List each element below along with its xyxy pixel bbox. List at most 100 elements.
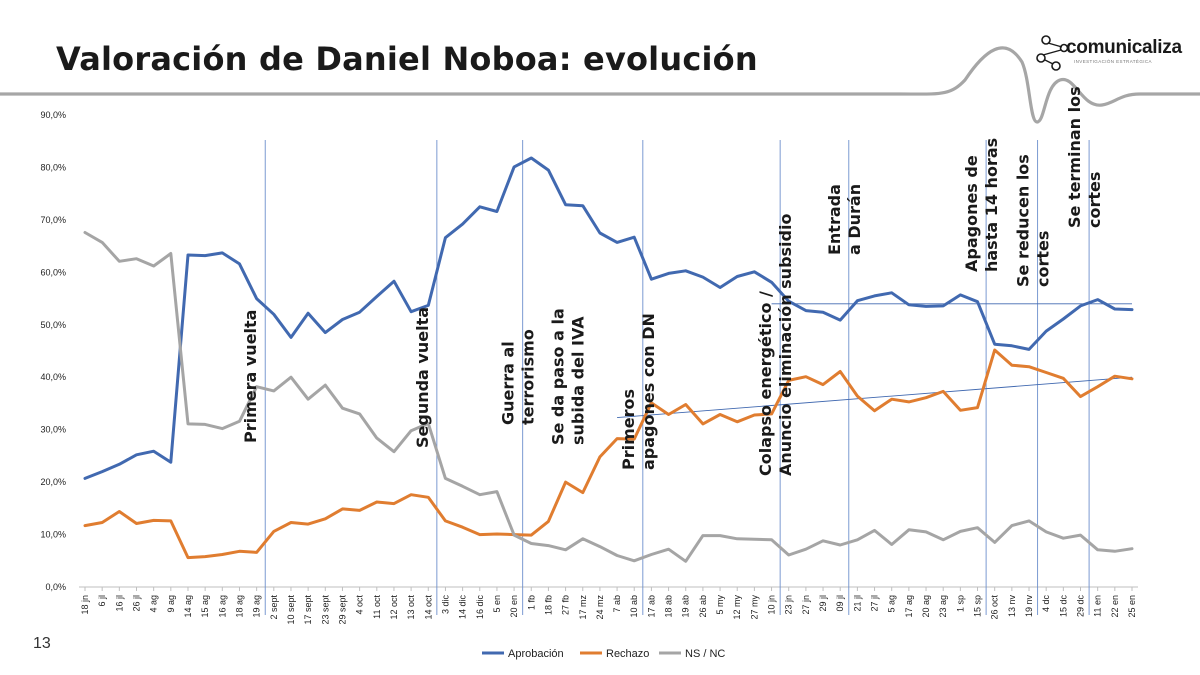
x-tick-label: 27 jn bbox=[801, 595, 811, 615]
x-tick-label: 18 fb bbox=[543, 595, 553, 615]
event-annotation-label: Entrada bbox=[825, 184, 844, 255]
x-tick-label: 21 jl bbox=[852, 595, 862, 612]
x-tick-label: 24 mz bbox=[595, 595, 605, 620]
x-tick-label: 14 ag bbox=[183, 595, 193, 618]
x-tick-label: 29 jl bbox=[818, 595, 828, 612]
y-tick-label: 60,0% bbox=[40, 267, 66, 277]
event-annotation-label: apagones con DN bbox=[639, 313, 658, 470]
legend-label: NS / NC bbox=[685, 648, 725, 660]
x-tick-label: 5 my bbox=[715, 595, 725, 615]
x-tick-label: 15 sp bbox=[973, 595, 983, 617]
x-tick-label: 5 en bbox=[492, 595, 502, 613]
legend-label: Rechazo bbox=[606, 648, 649, 660]
x-tick-label: 09 jl bbox=[835, 595, 845, 612]
page-title: Valoración de Daniel Noboa: evolución bbox=[56, 40, 758, 78]
x-tick-label: 10 sept bbox=[286, 595, 296, 625]
x-tick-label: 20 ag bbox=[921, 595, 931, 618]
x-tick-label: 5 ag bbox=[887, 595, 897, 613]
x-tick-label: 7 ab bbox=[612, 595, 622, 613]
event-annotation-label: terrorismo bbox=[519, 329, 538, 425]
x-tick-label: 17 ab bbox=[646, 595, 656, 618]
y-tick-label: 50,0% bbox=[40, 320, 66, 330]
event-annotation-label: Primeros bbox=[619, 389, 638, 470]
y-tick-label: 0,0% bbox=[45, 582, 66, 592]
x-tick-label: 26 jl bbox=[131, 595, 141, 612]
x-tick-label: 3 dic bbox=[440, 595, 450, 615]
x-tick-label: 4 oct bbox=[355, 595, 365, 615]
x-tick-label: 13 nv bbox=[1007, 595, 1017, 618]
y-tick-label: 10,0% bbox=[40, 530, 66, 540]
x-tick-label: 17 mz bbox=[578, 595, 588, 620]
x-tick-label: 15 ag bbox=[200, 595, 210, 618]
event-annotation-label: Se terminan los bbox=[1065, 86, 1084, 228]
event-annotation-label: cortes bbox=[1085, 172, 1104, 228]
x-tick-label: 12 oct bbox=[389, 595, 399, 620]
x-tick-label: 4 ag bbox=[149, 595, 159, 613]
reference-line bbox=[617, 376, 1133, 419]
x-tick-label: 29 dc bbox=[1076, 595, 1086, 618]
x-tick-label: 12 my bbox=[732, 595, 742, 620]
event-annotations: Primera vuelta Segunda vuelta Guerra al ter… bbox=[241, 86, 1104, 476]
x-tick-label: 13 oct bbox=[406, 595, 416, 620]
x-tick-label: 27 my bbox=[749, 595, 759, 620]
event-annotation-label: Se reducen los bbox=[1014, 154, 1033, 287]
x-tick-label: 26 ab bbox=[698, 595, 708, 618]
x-tick-label: 14 dic bbox=[458, 595, 468, 620]
event-annotation-label: cortes bbox=[1034, 231, 1053, 287]
x-tick-label: 2 sept bbox=[269, 595, 279, 620]
x-tick-label: 6 jl bbox=[97, 595, 107, 607]
event-annotation-label: Guerra al bbox=[499, 341, 518, 425]
x-tick-label: 11 en bbox=[1093, 595, 1103, 617]
y-tick-label: 80,0% bbox=[40, 162, 66, 172]
event-annotation-label: hasta 14 horas bbox=[982, 138, 1001, 272]
legend-label: Aprobación bbox=[508, 648, 564, 660]
grid-layer bbox=[79, 586, 1138, 591]
page-number: 13 bbox=[33, 635, 51, 652]
x-tick-label: 10 jn bbox=[767, 595, 777, 615]
reference-lines bbox=[617, 303, 1133, 419]
x-tick-label: 18 ag bbox=[234, 595, 244, 618]
event-annotation-label: Se da paso a la bbox=[549, 308, 568, 445]
y-tick-label: 70,0% bbox=[40, 215, 66, 225]
x-tick-label: 19 ab bbox=[681, 595, 691, 618]
x-tick-label: 9 ag bbox=[166, 595, 176, 613]
x-tick-label: 19 ag bbox=[252, 595, 262, 618]
x-tick-label: 25 en bbox=[1127, 595, 1137, 618]
x-tick-label: 16 ag bbox=[217, 595, 227, 618]
event-annotation-label: Segunda vuelta bbox=[413, 307, 432, 448]
y-axis-ticks: 0,0% 10,0% 20,0% 30,0% 40,0% 50,0% 60,0% 70,0% 8… bbox=[40, 110, 66, 592]
y-tick-label: 40,0% bbox=[40, 372, 66, 382]
chart-legend: Aprobación Rechazo NS / NC bbox=[482, 648, 725, 660]
y-tick-label: 20,0% bbox=[40, 477, 66, 487]
x-tick-label: 16 jl bbox=[114, 595, 124, 612]
y-tick-label: 30,0% bbox=[40, 425, 66, 435]
x-tick-label: 18 ab bbox=[664, 595, 674, 618]
x-tick-label: 19 nv bbox=[1024, 595, 1034, 618]
event-annotation-label: Colapso energético / bbox=[756, 291, 775, 476]
event-annotation-label: Primera vuelta bbox=[241, 310, 260, 443]
x-tick-label: 20 en bbox=[509, 595, 519, 618]
x-tick-label: 23 jn bbox=[784, 595, 794, 615]
x-tick-label: 15 dc bbox=[1058, 595, 1068, 618]
x-tick-label: 23 ag bbox=[938, 595, 948, 618]
x-tick-label: 27 fb bbox=[561, 595, 571, 615]
comunicaliza-logo-icon bbox=[1036, 35, 1069, 71]
event-annotation-label: a Durán bbox=[845, 184, 864, 255]
x-tick-label: 23 sept bbox=[320, 595, 330, 625]
x-tick-label: 29 sept bbox=[337, 595, 347, 625]
series-layer bbox=[83, 156, 1134, 563]
x-axis-ticks: 18 jn 6 jl 16 jl 26 jl 4 ag 9 ag 14 ag 15 ag 16 … bbox=[80, 595, 1137, 625]
x-tick-label: 11 oct bbox=[372, 595, 382, 619]
x-tick-label: 16 dic bbox=[475, 595, 485, 620]
x-tick-label: 4 dc bbox=[1041, 595, 1051, 613]
x-tick-label: 14 oct bbox=[423, 595, 433, 620]
series-line-ns-nc bbox=[83, 231, 1134, 563]
series-line-rechazo bbox=[83, 348, 1134, 560]
x-tick-label: 27 jl bbox=[870, 595, 880, 612]
logo-subtitle: INVESTIGACIÓN ESTRATÉGICA bbox=[1074, 59, 1152, 64]
x-tick-label: 10 ab bbox=[629, 595, 639, 618]
x-tick-label: 17 ag bbox=[904, 595, 914, 618]
event-annotation-label: Apagones de bbox=[962, 155, 981, 272]
